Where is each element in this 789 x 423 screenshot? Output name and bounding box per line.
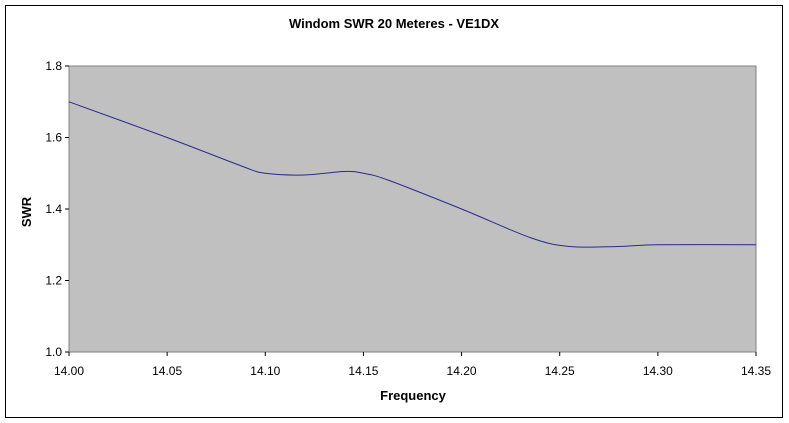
swr-line	[68, 101, 757, 248]
chart-title: Windom SWR 20 Meteres - VE1DX	[289, 16, 499, 31]
x-axis-ticks: 14.00 14.05 14.10 14.15 14.20 14.25 14.30 14.35	[54, 352, 771, 378]
y-axis-ticks: 1.0 1.2 1.4 1.6 1.8	[45, 59, 69, 359]
x-tick-label: 14.30	[643, 364, 673, 378]
x-tick-label: 14.25	[545, 364, 575, 378]
x-axis-title: Frequency	[380, 388, 447, 403]
x-tick-label: 14.20	[447, 364, 477, 378]
x-tick-label: 14.10	[250, 364, 280, 378]
x-tick-label: 14.05	[152, 364, 182, 378]
y-axis-title: SWR	[19, 196, 34, 227]
y-tick-label: 1.0	[45, 345, 62, 359]
x-tick-label: 14.00	[54, 364, 84, 378]
y-tick-label: 1.8	[45, 59, 62, 73]
x-tick-label: 14.15	[348, 364, 378, 378]
y-tick-label: 1.4	[45, 202, 62, 216]
y-tick-label: 1.2	[45, 274, 62, 288]
y-tick-label: 1.6	[45, 131, 62, 145]
plot-area	[68, 65, 757, 353]
x-tick-label: 14.35	[741, 364, 771, 378]
